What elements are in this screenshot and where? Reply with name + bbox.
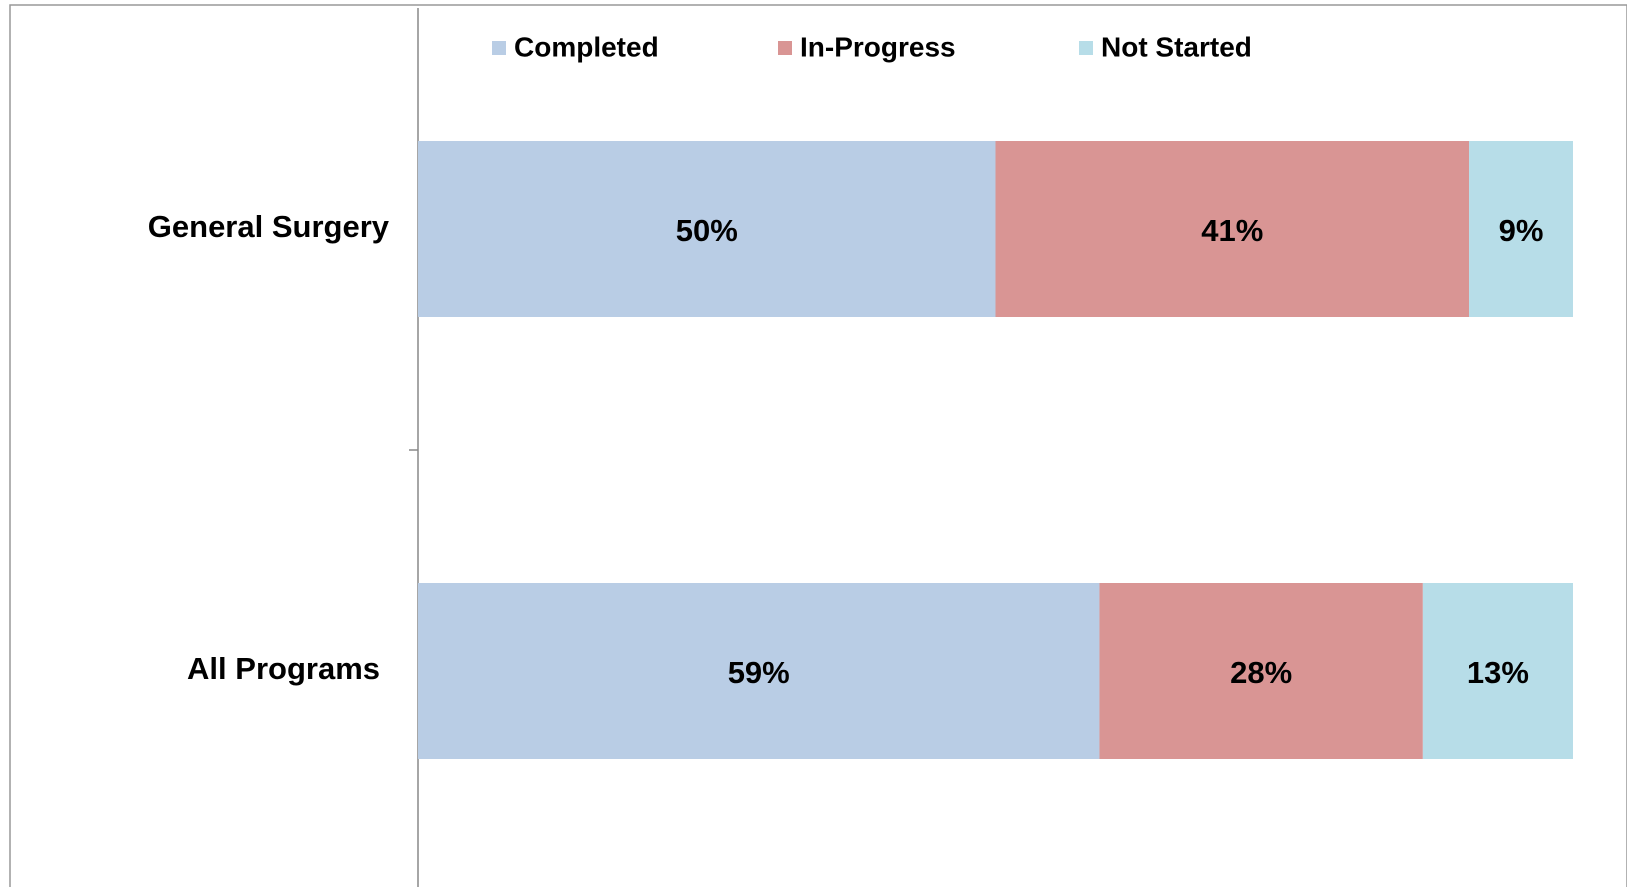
bar-segment [1469, 141, 1573, 317]
bar-segment [418, 141, 996, 317]
legend-label: Completed [514, 31, 659, 62]
category-label: General Surgery [148, 209, 390, 244]
data-label: 13% [1467, 655, 1529, 690]
legend-swatch [492, 41, 506, 55]
bar-segment [1422, 583, 1573, 759]
bar-segment [995, 141, 1470, 317]
data-label: 59% [728, 655, 790, 690]
legend-label: Not Started [1101, 31, 1252, 62]
data-label: 50% [676, 213, 738, 248]
legend-label: In-Progress [800, 31, 956, 62]
legend-swatch [778, 41, 792, 55]
data-label: 28% [1230, 655, 1292, 690]
bar-segment [1099, 583, 1423, 759]
data-label: 9% [1499, 213, 1544, 248]
category-label: All Programs [187, 651, 380, 686]
bar-segment [418, 583, 1100, 759]
data-label: 41% [1201, 213, 1263, 248]
legend-swatch [1079, 41, 1093, 55]
